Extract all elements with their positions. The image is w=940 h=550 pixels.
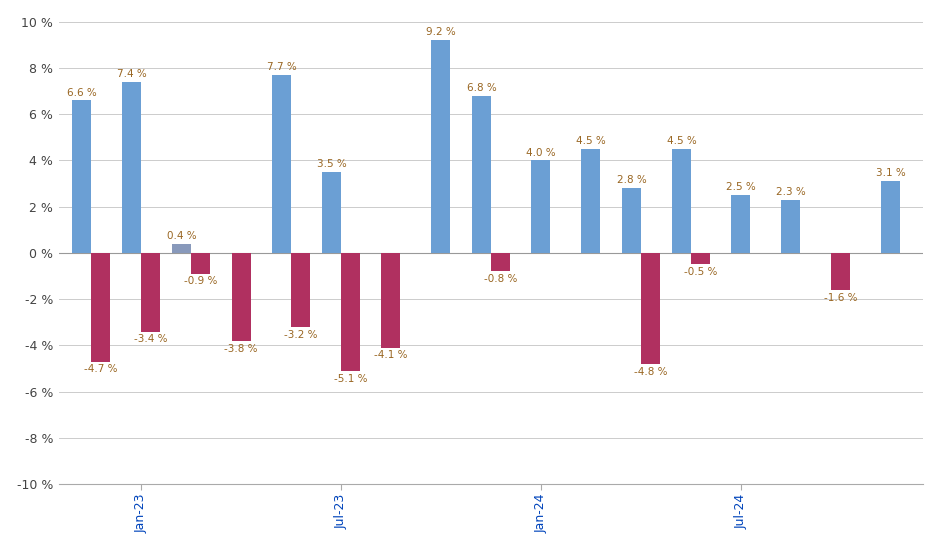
Text: 4.0 %: 4.0 % — [526, 147, 556, 158]
Text: 6.8 %: 6.8 % — [466, 83, 496, 93]
Text: 7.7 %: 7.7 % — [267, 62, 296, 72]
Text: -0.9 %: -0.9 % — [184, 277, 217, 287]
Bar — [341, 253, 360, 371]
Text: -3.2 %: -3.2 % — [284, 329, 318, 340]
Bar — [831, 253, 851, 290]
Bar — [122, 82, 141, 253]
Text: 2.5 %: 2.5 % — [726, 182, 756, 192]
Bar — [472, 96, 491, 253]
Bar — [91, 253, 110, 361]
Text: 2.3 %: 2.3 % — [776, 187, 806, 197]
Text: 7.4 %: 7.4 % — [117, 69, 147, 79]
Text: -4.1 %: -4.1 % — [374, 350, 408, 360]
Bar — [291, 253, 310, 327]
Text: -5.1 %: -5.1 % — [334, 373, 368, 383]
Bar — [731, 195, 750, 253]
Text: 4.5 %: 4.5 % — [666, 136, 697, 146]
Text: -3.8 %: -3.8 % — [225, 344, 258, 354]
Text: -1.6 %: -1.6 % — [824, 293, 857, 303]
Text: 3.1 %: 3.1 % — [876, 168, 906, 178]
Text: -0.8 %: -0.8 % — [484, 274, 517, 284]
Text: 4.5 %: 4.5 % — [576, 136, 605, 146]
Bar — [141, 253, 160, 332]
Text: -4.7 %: -4.7 % — [84, 364, 118, 375]
Bar — [191, 253, 210, 274]
Text: 9.2 %: 9.2 % — [426, 28, 456, 37]
Text: 3.5 %: 3.5 % — [317, 159, 346, 169]
Bar — [431, 40, 450, 253]
Bar — [641, 253, 660, 364]
Text: 2.8 %: 2.8 % — [617, 175, 647, 185]
Bar — [272, 75, 291, 253]
Bar — [172, 244, 191, 253]
Bar — [882, 181, 901, 253]
Bar — [322, 172, 341, 253]
Bar — [231, 253, 251, 341]
Bar — [382, 253, 400, 348]
Bar — [672, 149, 691, 253]
Text: -3.4 %: -3.4 % — [133, 334, 167, 344]
Text: 6.6 %: 6.6 % — [67, 87, 97, 97]
Bar — [582, 149, 601, 253]
Text: -0.5 %: -0.5 % — [683, 267, 717, 277]
Bar — [691, 253, 710, 265]
Bar — [781, 200, 800, 253]
Bar — [72, 100, 91, 253]
Bar — [491, 253, 510, 271]
Bar — [622, 188, 641, 253]
Bar — [531, 161, 551, 253]
Text: -4.8 %: -4.8 % — [634, 367, 667, 377]
Text: 0.4 %: 0.4 % — [166, 231, 196, 241]
